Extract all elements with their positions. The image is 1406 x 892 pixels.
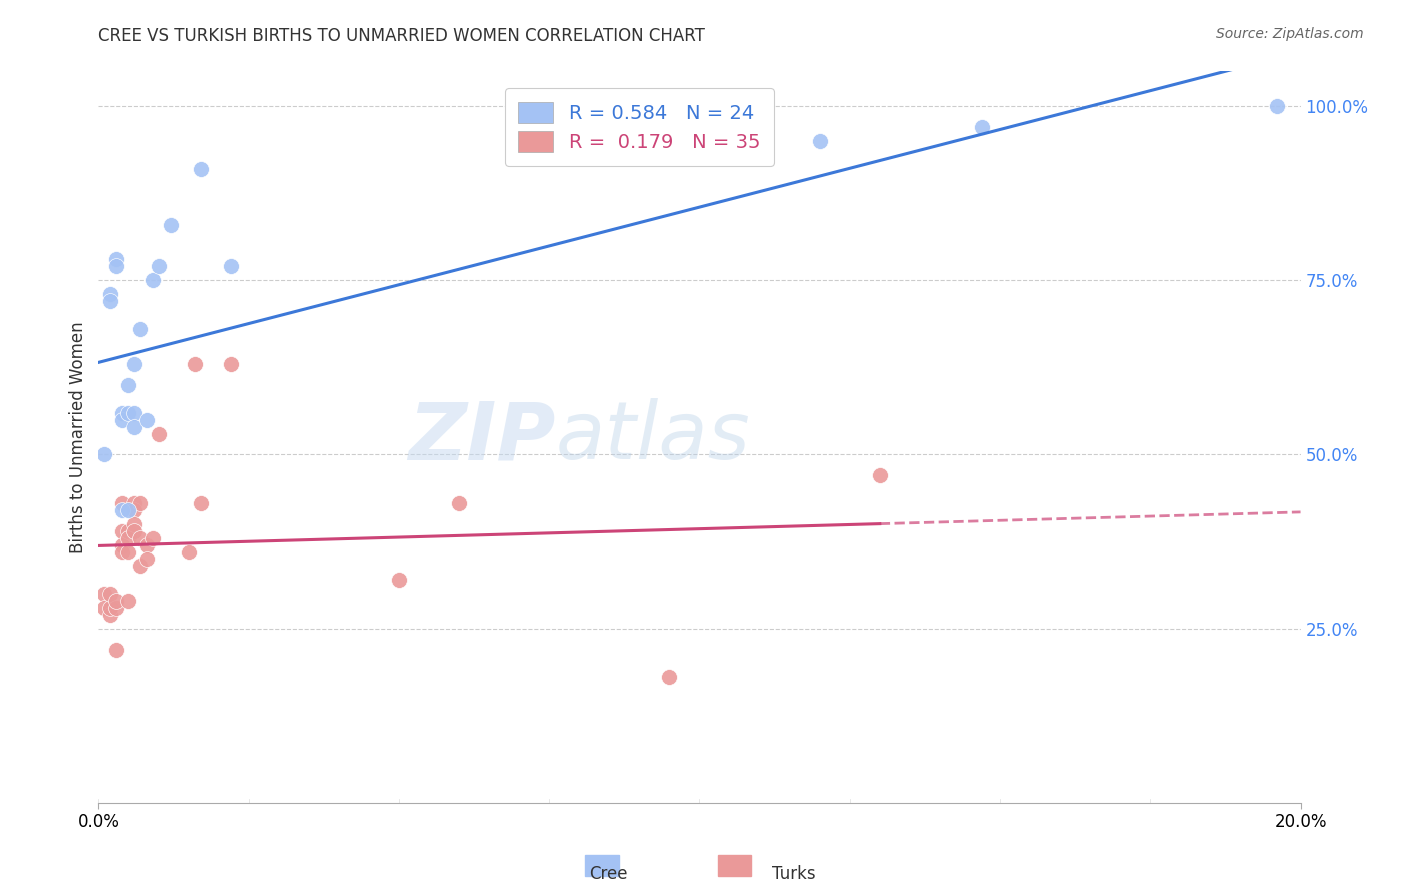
Point	[129, 558, 152, 573]
Point	[105, 642, 128, 657]
Point	[148, 426, 170, 441]
Point	[135, 552, 157, 566]
Point	[117, 377, 139, 392]
FancyBboxPatch shape	[717, 855, 751, 876]
Point	[111, 412, 134, 426]
Point	[159, 218, 181, 232]
Point	[388, 573, 411, 587]
Text: Turks: Turks	[772, 865, 815, 883]
Point	[100, 600, 122, 615]
Point	[124, 503, 146, 517]
Point	[141, 531, 163, 545]
Point	[124, 419, 146, 434]
Point	[117, 503, 139, 517]
Point	[124, 357, 146, 371]
Point	[124, 524, 146, 538]
Point	[970, 120, 993, 134]
Point	[129, 322, 152, 336]
Point	[1265, 99, 1288, 113]
Point	[100, 587, 122, 601]
Point	[111, 496, 134, 510]
Point	[129, 496, 152, 510]
Point	[124, 406, 146, 420]
Point	[183, 357, 205, 371]
Point	[141, 273, 163, 287]
Point	[808, 134, 831, 148]
Legend: R = 0.584   N = 24, R =  0.179   N = 35: R = 0.584 N = 24, R = 0.179 N = 35	[505, 88, 775, 166]
Point	[117, 531, 139, 545]
FancyBboxPatch shape	[585, 855, 619, 876]
Text: Source: ZipAtlas.com: Source: ZipAtlas.com	[1216, 27, 1364, 41]
Y-axis label: Births to Unmarried Women: Births to Unmarried Women	[69, 321, 87, 553]
Text: atlas: atlas	[555, 398, 749, 476]
Point	[219, 357, 242, 371]
Point	[93, 448, 115, 462]
Text: CREE VS TURKISH BIRTHS TO UNMARRIED WOMEN CORRELATION CHART: CREE VS TURKISH BIRTHS TO UNMARRIED WOME…	[98, 27, 706, 45]
Point	[219, 260, 242, 274]
Point	[117, 406, 139, 420]
Point	[117, 545, 139, 559]
Text: Cree: Cree	[589, 865, 627, 883]
Point	[111, 503, 134, 517]
Point	[135, 412, 157, 426]
Point	[117, 524, 139, 538]
Point	[93, 587, 115, 601]
Point	[124, 496, 146, 510]
Point	[100, 287, 122, 301]
Point	[447, 496, 470, 510]
Point	[190, 161, 212, 176]
Point	[111, 538, 134, 552]
Point	[100, 607, 122, 622]
Point	[177, 545, 200, 559]
Point	[105, 594, 128, 608]
Point	[117, 594, 139, 608]
Point	[111, 524, 134, 538]
Point	[129, 531, 152, 545]
Point	[111, 545, 134, 559]
Point	[658, 670, 681, 684]
Point	[148, 260, 170, 274]
Point	[100, 294, 122, 309]
Text: ZIP: ZIP	[408, 398, 555, 476]
Point	[124, 517, 146, 532]
Point	[105, 260, 128, 274]
Point	[869, 468, 891, 483]
Point	[190, 496, 212, 510]
Point	[105, 252, 128, 267]
Point	[111, 406, 134, 420]
Point	[135, 538, 157, 552]
Point	[93, 600, 115, 615]
Point	[105, 600, 128, 615]
